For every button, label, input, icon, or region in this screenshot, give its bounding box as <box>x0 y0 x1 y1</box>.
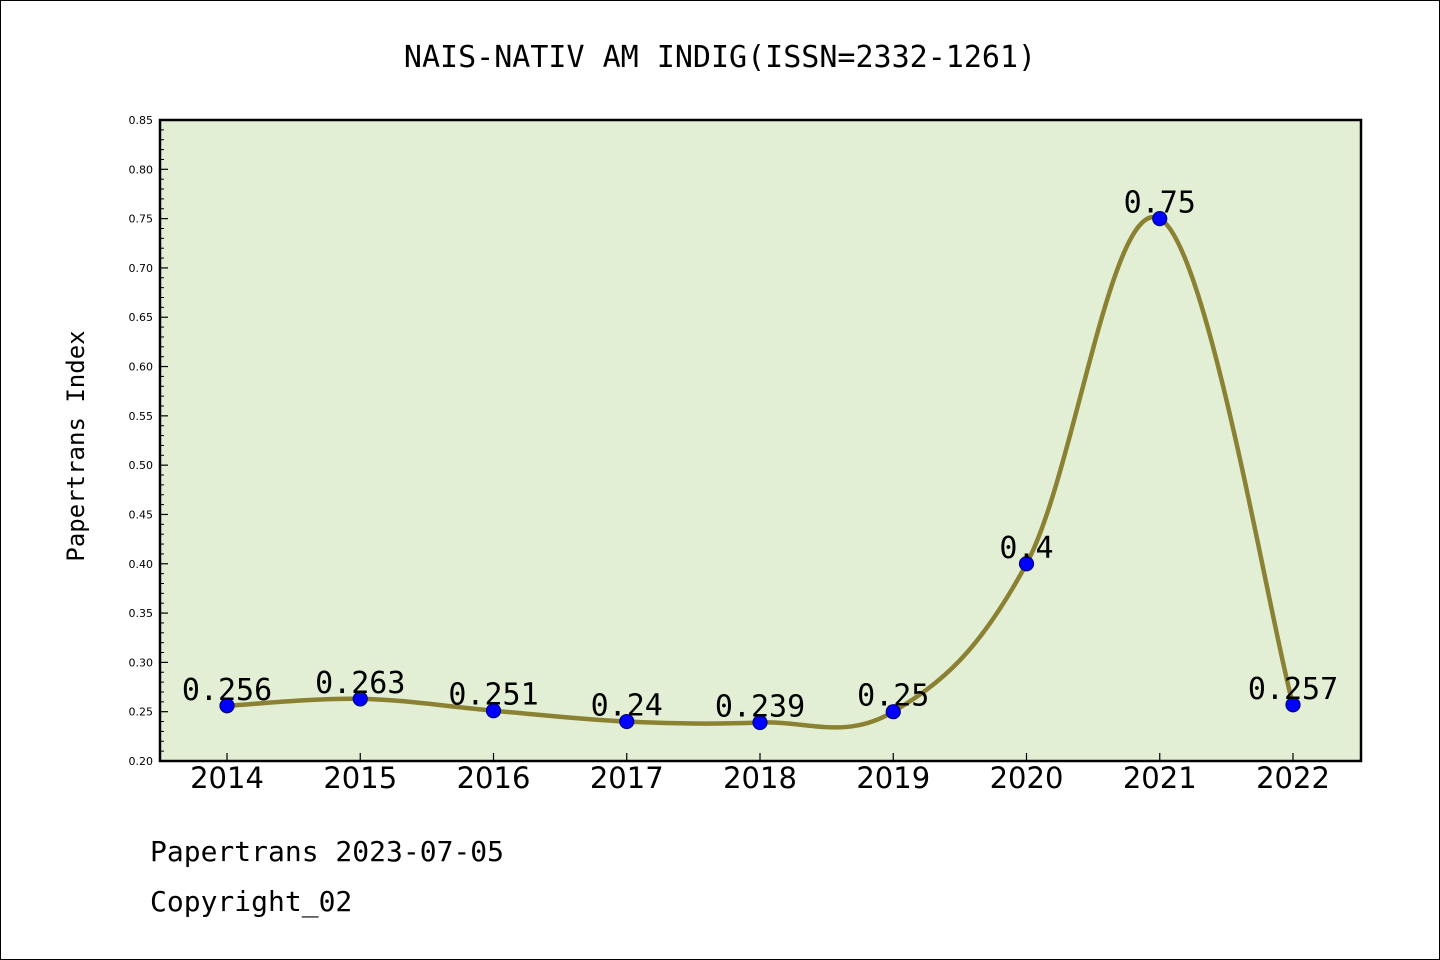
data-label: 0.239 <box>715 690 805 725</box>
y-tick-label: 0.60 <box>129 361 154 374</box>
y-tick-label: 0.55 <box>129 410 154 423</box>
x-tick-label: 2015 <box>323 761 397 795</box>
y-tick-label: 0.40 <box>129 558 154 571</box>
data-label: 0.256 <box>182 673 272 708</box>
data-point <box>1018 556 1035 572</box>
data-point <box>219 698 235 714</box>
y-tick-label: 0.45 <box>129 508 154 521</box>
y-tick-label: 0.35 <box>129 607 154 620</box>
y-tick-label: 0.30 <box>129 656 154 669</box>
footer-copyright: Copyright_02 <box>150 885 353 918</box>
x-tick-label: 2016 <box>457 761 531 795</box>
data-label: 0.257 <box>1248 672 1338 707</box>
y-tick-label: 0.65 <box>129 311 154 324</box>
data-point <box>1285 697 1301 713</box>
data-point <box>752 714 768 731</box>
y-tick-label: 0.75 <box>129 213 154 226</box>
data-label: 0.4 <box>999 531 1053 566</box>
data-point <box>619 713 635 730</box>
chart-title: NAIS-NATIV AM INDIG(ISSN=2332-1261) <box>404 40 1036 75</box>
data-label: 0.75 <box>1124 186 1196 221</box>
x-axis: 2014 2015 2016 2017 2018 2019 2020 2021 2022 <box>190 753 1330 795</box>
x-tick-label: 2017 <box>590 761 664 795</box>
x-tick-label: 2019 <box>856 761 930 795</box>
y-tick-label: 0.80 <box>129 163 154 176</box>
y-tick-label: 0.50 <box>129 459 154 472</box>
data-label: 0.24 <box>591 689 663 724</box>
y-tick-label: 0.20 <box>129 755 154 768</box>
plot-area <box>160 120 1361 761</box>
data-label: 0.263 <box>315 666 405 701</box>
data-label: 0.251 <box>448 678 538 713</box>
series-line <box>224 214 1296 730</box>
plot-border <box>158 118 1363 763</box>
series-markers <box>219 211 1301 731</box>
x-tick-label: 2014 <box>190 761 264 795</box>
data-point <box>1152 211 1168 227</box>
y-axis: 0.20 0.25 0.30 0.35 0.40 0.45 0.50 0.55 0.60 0.65… <box>129 114 168 768</box>
x-tick-label: 2020 <box>990 761 1064 795</box>
data-labels: 0.256 0.263 0.251 0.24 0.239 0.25 0.4 0.75 0.257 <box>182 186 1338 725</box>
x-tick-label: 2018 <box>723 761 797 795</box>
x-tick-label: 2021 <box>1123 761 1197 795</box>
footer-date: Papertrans 2023-07-05 <box>150 835 505 868</box>
data-point <box>485 703 502 719</box>
data-point <box>885 704 901 720</box>
y-tick-label: 0.85 <box>129 114 154 127</box>
y-axis-label: Papertrans Index <box>62 330 90 561</box>
y-tick-label: 0.25 <box>129 706 154 719</box>
data-label: 0.25 <box>857 679 929 714</box>
x-tick-label: 2022 <box>1256 761 1330 795</box>
y-tick-label: 0.70 <box>129 262 154 275</box>
data-point <box>352 691 368 707</box>
